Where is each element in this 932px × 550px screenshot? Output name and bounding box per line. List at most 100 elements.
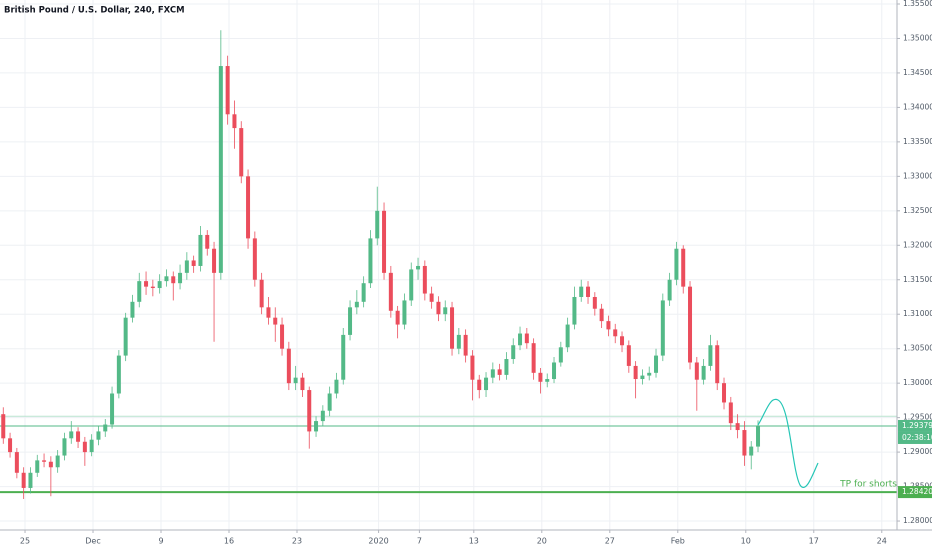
y-tick-label: 1.33500 bbox=[903, 137, 932, 146]
candle-body bbox=[640, 375, 645, 380]
x-tick-label: 10 bbox=[741, 537, 751, 546]
y-tick-label: 1.35000 bbox=[903, 33, 932, 42]
candle-body bbox=[14, 452, 19, 473]
candle-body bbox=[361, 283, 366, 302]
y-tick-label: 1.30000 bbox=[903, 378, 932, 387]
candle-body bbox=[123, 317, 128, 356]
candle-body bbox=[477, 379, 482, 391]
candle-body bbox=[375, 210, 380, 239]
candle-body bbox=[504, 359, 509, 375]
candle-body bbox=[35, 460, 40, 473]
candle-body bbox=[164, 276, 169, 282]
candle-body bbox=[266, 307, 271, 318]
candle-body bbox=[382, 210, 387, 273]
x-tick-label: 16 bbox=[224, 537, 234, 546]
candle-body bbox=[518, 333, 523, 346]
candle-body bbox=[76, 431, 81, 442]
candle-body bbox=[647, 372, 652, 376]
candle-body bbox=[300, 377, 305, 391]
candle-body bbox=[592, 296, 597, 309]
x-tick-label: 17 bbox=[809, 537, 819, 546]
candle-body bbox=[198, 234, 203, 266]
x-tick-label: 24 bbox=[877, 537, 887, 546]
candle-body bbox=[436, 301, 441, 315]
candle-body bbox=[416, 265, 421, 270]
candle-body bbox=[232, 114, 237, 129]
candle-body bbox=[103, 424, 108, 432]
candle-body bbox=[484, 377, 489, 391]
x-tick-label: 13 bbox=[469, 537, 479, 546]
candle-body bbox=[613, 329, 618, 337]
levels bbox=[0, 415, 897, 494]
candle-body bbox=[82, 441, 87, 453]
candle-body bbox=[586, 286, 591, 297]
candle-body bbox=[286, 348, 291, 384]
y-tick-label: 1.32000 bbox=[903, 240, 932, 249]
candle-body bbox=[463, 334, 468, 356]
candle-body bbox=[722, 383, 727, 403]
candle-body bbox=[579, 286, 584, 297]
candle-body bbox=[681, 248, 686, 287]
candle-body bbox=[531, 343, 536, 373]
candle-body bbox=[130, 301, 135, 318]
candle-body bbox=[443, 307, 448, 315]
x-tick-label: 20 bbox=[537, 537, 547, 546]
candle-body bbox=[89, 439, 94, 453]
candle-body bbox=[144, 281, 149, 287]
x-tick-label: Feb bbox=[671, 537, 685, 546]
candle-body bbox=[307, 390, 312, 432]
y-tick-label: 1.33000 bbox=[903, 171, 932, 180]
y-tick-label: 1.28500 bbox=[903, 482, 932, 491]
candle-body bbox=[490, 369, 495, 378]
candle-body bbox=[348, 307, 353, 335]
candle-body bbox=[742, 430, 747, 456]
candle-body bbox=[42, 460, 47, 462]
candle-body bbox=[599, 308, 604, 322]
candle-body bbox=[69, 431, 74, 439]
candle-body bbox=[395, 310, 400, 325]
candle-body bbox=[341, 334, 346, 380]
candle-body bbox=[511, 345, 516, 360]
y-tick-label: 1.29500 bbox=[903, 413, 932, 422]
candle-body bbox=[218, 66, 223, 273]
candle-body bbox=[239, 128, 244, 177]
y-tick-label: 1.29000 bbox=[903, 447, 932, 456]
candle-body bbox=[552, 362, 557, 380]
candle-body bbox=[456, 334, 461, 349]
candle-body bbox=[314, 421, 319, 432]
candle-body bbox=[1, 414, 6, 439]
price-label: 1.29379 bbox=[902, 421, 932, 430]
candle-body bbox=[273, 317, 278, 325]
candle-body bbox=[48, 461, 53, 468]
candle-body bbox=[178, 272, 183, 284]
candle-body bbox=[558, 347, 563, 363]
x-tick-label: 27 bbox=[605, 537, 615, 546]
candle-body bbox=[205, 234, 210, 249]
candle-body bbox=[184, 260, 189, 273]
candle-body bbox=[470, 355, 475, 380]
candle-body bbox=[246, 176, 251, 239]
candle-body bbox=[320, 410, 325, 422]
candle-body bbox=[450, 307, 455, 349]
candle-body bbox=[157, 281, 162, 289]
candle-body bbox=[334, 379, 339, 394]
price-label-box bbox=[898, 419, 932, 432]
candle-body bbox=[327, 393, 332, 411]
candle-body bbox=[660, 300, 665, 356]
candle-body bbox=[654, 355, 659, 373]
candle-body bbox=[55, 455, 60, 468]
candle-body bbox=[293, 377, 298, 384]
candle-body bbox=[259, 279, 264, 308]
countdown-box bbox=[898, 431, 932, 444]
candle-body bbox=[497, 369, 502, 375]
candle-body bbox=[715, 345, 720, 384]
candle-body bbox=[620, 336, 625, 346]
candle-body bbox=[572, 296, 577, 325]
grid bbox=[0, 0, 897, 530]
projection-curve bbox=[757, 398, 819, 488]
y-tick-label: 1.31500 bbox=[903, 275, 932, 284]
candle-body bbox=[735, 423, 740, 431]
y-tick-label: 1.32500 bbox=[903, 206, 932, 215]
